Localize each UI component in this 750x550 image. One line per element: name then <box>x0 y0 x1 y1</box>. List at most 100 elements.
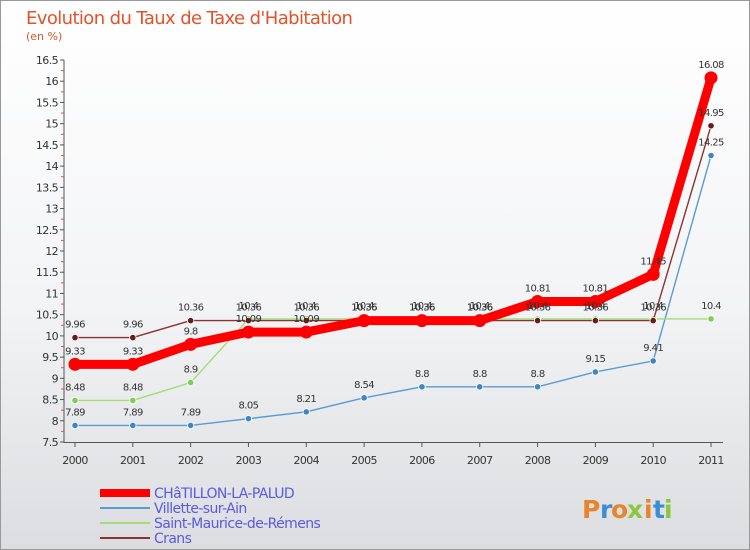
y-tick-label: 15 <box>45 118 58 131</box>
data-label: 8.8 <box>473 369 487 380</box>
data-label: 8.8 <box>415 369 429 380</box>
data-point <box>704 71 718 85</box>
y-tick-label: 8.5 <box>42 394 58 407</box>
data-label: 10.4 <box>470 301 490 312</box>
data-label: 8.8 <box>531 369 545 380</box>
y-tick-label: 15.5 <box>36 96 59 109</box>
data-label: 16.08 <box>698 60 724 71</box>
data-label: 9.96 <box>123 320 143 331</box>
data-label: 9.15 <box>585 354 605 365</box>
x-tick-label: 2006 <box>409 454 435 467</box>
data-point <box>588 295 602 309</box>
data-point <box>244 317 253 325</box>
data-point <box>68 357 82 371</box>
x-tick-label: 2000 <box>62 454 88 467</box>
series-line <box>74 154 712 427</box>
y-tick-label: 13.5 <box>36 181 59 194</box>
data-label: 9.8 <box>184 326 198 337</box>
data-point <box>473 314 487 328</box>
data-labels: 7.89 7.89 7.89 8.05 8.21 8.54 8.8 8.8 8.8 9.15 9.4… <box>65 60 725 419</box>
data-label: 7.89 <box>181 407 201 418</box>
logo-letter: i <box>644 495 653 524</box>
data-label: 7.89 <box>123 407 143 418</box>
y-tick-label: 16.5 <box>36 54 59 67</box>
data-point <box>357 314 371 328</box>
data-point <box>187 317 195 325</box>
data-label: 10.4 <box>296 301 316 312</box>
data-point <box>591 317 599 325</box>
data-label: 8.05 <box>239 401 259 412</box>
data-label: 10.4 <box>354 301 374 312</box>
y-tick-label: 7.5 <box>42 436 58 449</box>
data-label: 10.09 <box>293 314 319 325</box>
legend: CHâTILLON-LA-PALUDVillette-sur-AinSaint-… <box>100 486 321 547</box>
data-label: 10.4 <box>412 301 432 312</box>
legend-label: Crans <box>154 531 192 547</box>
chart-subtitle: (en %) <box>26 30 62 43</box>
x-tick-label: 2001 <box>120 454 146 467</box>
data-label: 10.4 <box>585 301 605 312</box>
data-label: 7.89 <box>65 407 85 418</box>
data-point <box>187 421 195 430</box>
y-tick-label: 10.5 <box>36 309 59 322</box>
data-label: 10.09 <box>236 314 262 325</box>
data-point <box>646 267 660 281</box>
data-label: 8.48 <box>123 382 143 393</box>
data-label: 10.4 <box>528 301 548 312</box>
chart-title: Evolution du Taux de Taxe d'Habitation <box>26 8 352 29</box>
data-label: 10.36 <box>409 303 435 314</box>
data-point <box>415 314 429 328</box>
y-tick-label: 12 <box>45 245 58 258</box>
data-label: 9.33 <box>123 346 143 357</box>
data-point <box>71 333 79 342</box>
series-line <box>70 73 716 369</box>
legend-label: CHâTILLON-LA-PALUD <box>154 486 294 502</box>
data-point <box>649 357 657 365</box>
logo-letter: o <box>611 495 628 524</box>
data-point <box>591 368 599 376</box>
data-point <box>533 317 542 325</box>
data-label: 14.25 <box>698 138 724 149</box>
data-label: 10.81 <box>525 284 551 295</box>
y-tick-label: 14.5 <box>36 139 59 152</box>
series-0 <box>68 71 718 371</box>
legend-label: Villette-sur-Ain <box>154 501 247 517</box>
logo-letter: i <box>664 495 673 524</box>
data-point <box>418 383 426 391</box>
data-label: 10.81 <box>583 284 609 295</box>
x-tick-label: 2010 <box>640 454 666 467</box>
data-point <box>649 317 657 325</box>
data-point <box>129 333 137 342</box>
data-label: 8.9 <box>184 365 198 376</box>
data-label: 10.36 <box>583 303 609 314</box>
x-tick-label: 2011 <box>698 454 724 467</box>
x-tick-label: 2007 <box>467 454 493 467</box>
data-point <box>129 396 137 405</box>
data-label: 9.96 <box>65 320 85 331</box>
legend-label: Saint-Maurice-de-Rémens <box>154 516 320 532</box>
data-point <box>129 421 137 430</box>
x-tick-label: 2004 <box>293 454 319 467</box>
data-label: 10.36 <box>293 303 319 314</box>
data-point <box>707 151 715 160</box>
data-point <box>299 325 313 339</box>
y-tick-label: 8 <box>52 415 59 428</box>
axes: 7.5 8 8.5 9 9.5 10 10.5 11 11.5 12 12.5 13 13.5 14 14.… <box>36 54 725 467</box>
y-tick-label: 11 <box>45 287 58 300</box>
data-point <box>360 394 368 402</box>
data-point <box>187 378 195 387</box>
logo-letter: r <box>600 495 613 524</box>
data-label: 10.4 <box>701 301 721 312</box>
logo-letter: P <box>582 495 600 524</box>
data-label: 10.4 <box>239 301 259 312</box>
y-tick-label: 12.5 <box>36 224 59 237</box>
data-point <box>302 317 310 325</box>
x-tick-label: 2008 <box>525 454 551 467</box>
data-point <box>126 357 140 371</box>
data-point <box>302 408 310 416</box>
data-label: 10.36 <box>178 303 204 314</box>
data-label: 10.36 <box>236 303 262 314</box>
data-label: 10.36 <box>351 303 377 314</box>
data-point <box>476 383 484 391</box>
